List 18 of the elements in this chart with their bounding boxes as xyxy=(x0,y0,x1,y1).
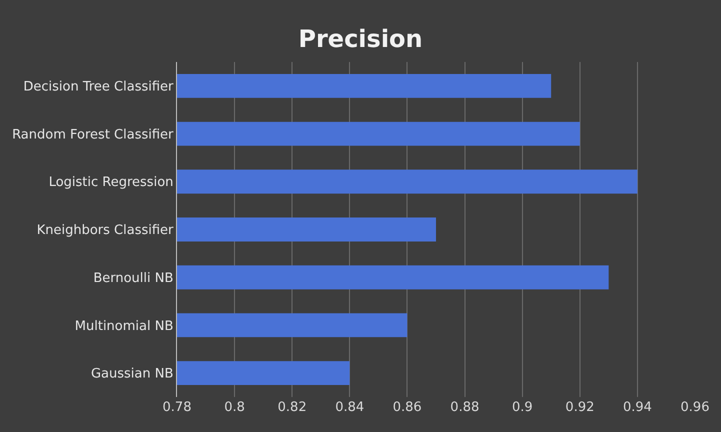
x-tick-label: 0.82 xyxy=(278,400,307,415)
x-tick-label: 0.9 xyxy=(512,400,533,415)
x-tick-label: 0.78 xyxy=(162,400,192,415)
y-tick-label: Kneighbors Classifier xyxy=(36,223,174,238)
x-tick-label: 0.92 xyxy=(565,400,594,415)
y-tick-label: Gaussian NB xyxy=(90,366,174,382)
x-tick-label: 0.86 xyxy=(392,400,422,415)
x-tick-label: 0.94 xyxy=(622,400,652,415)
y-tick-label: Decision Tree Classifier xyxy=(23,79,174,94)
chart-title: Precision xyxy=(298,25,423,54)
y-tick-label: Bernoulli NB xyxy=(93,270,174,286)
x-tick-label: 0.8 xyxy=(224,400,245,415)
x-tick-label: 0.88 xyxy=(450,400,480,415)
x-tick-label: 0.96 xyxy=(680,400,710,415)
y-tick-label: Random Forest Classifier xyxy=(12,127,174,142)
y-tick-label: Logistic Regression xyxy=(48,175,174,190)
y-tick-label: Multinomial NB xyxy=(74,318,174,334)
x-tick-label: 0.84 xyxy=(335,400,364,415)
